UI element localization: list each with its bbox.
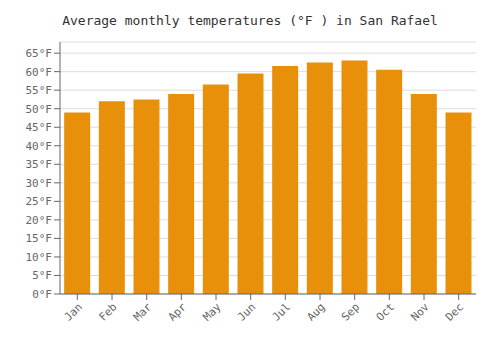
svg-text:May: May <box>200 300 224 324</box>
svg-text:20°F: 20°F <box>26 214 53 227</box>
svg-text:Apr: Apr <box>166 300 190 324</box>
svg-text:Jan: Jan <box>62 300 85 323</box>
svg-text:Jul: Jul <box>270 300 293 323</box>
svg-text:Sep: Sep <box>339 300 362 323</box>
html-text:Average monthly temperatures (: Average monthly temperatures (°F ) in Sa… <box>62 13 438 28</box>
svg-text:35°F: 35°F <box>26 158 53 171</box>
svg-text:25°F: 25°F <box>26 195 53 208</box>
svg-text:40°F: 40°F <box>26 140 53 153</box>
svg-text:55°F: 55°F <box>26 84 53 97</box>
svg-text:10°F: 10°F <box>26 251 53 264</box>
svg-text:65°F: 65°F <box>26 47 53 60</box>
svg-text:5°F: 5°F <box>32 269 52 282</box>
svg-text:Oct: Oct <box>374 300 397 323</box>
svg-text:Mar: Mar <box>131 300 155 324</box>
svg-text:0°F: 0°F <box>32 288 52 301</box>
svg-text:Aug: Aug <box>304 300 327 323</box>
svg-text:15°F: 15°F <box>26 232 53 245</box>
svg-text:Nov: Nov <box>408 300 432 324</box>
svg-text:Jun: Jun <box>235 300 258 323</box>
svg-text:Dec: Dec <box>443 300 466 323</box>
svg-text:60°F: 60°F <box>26 66 53 79</box>
svg-text:50°F: 50°F <box>26 103 53 116</box>
svg-text:Feb: Feb <box>96 300 119 323</box>
svg-text:45°F: 45°F <box>26 121 53 134</box>
svg-text:30°F: 30°F <box>26 177 53 190</box>
